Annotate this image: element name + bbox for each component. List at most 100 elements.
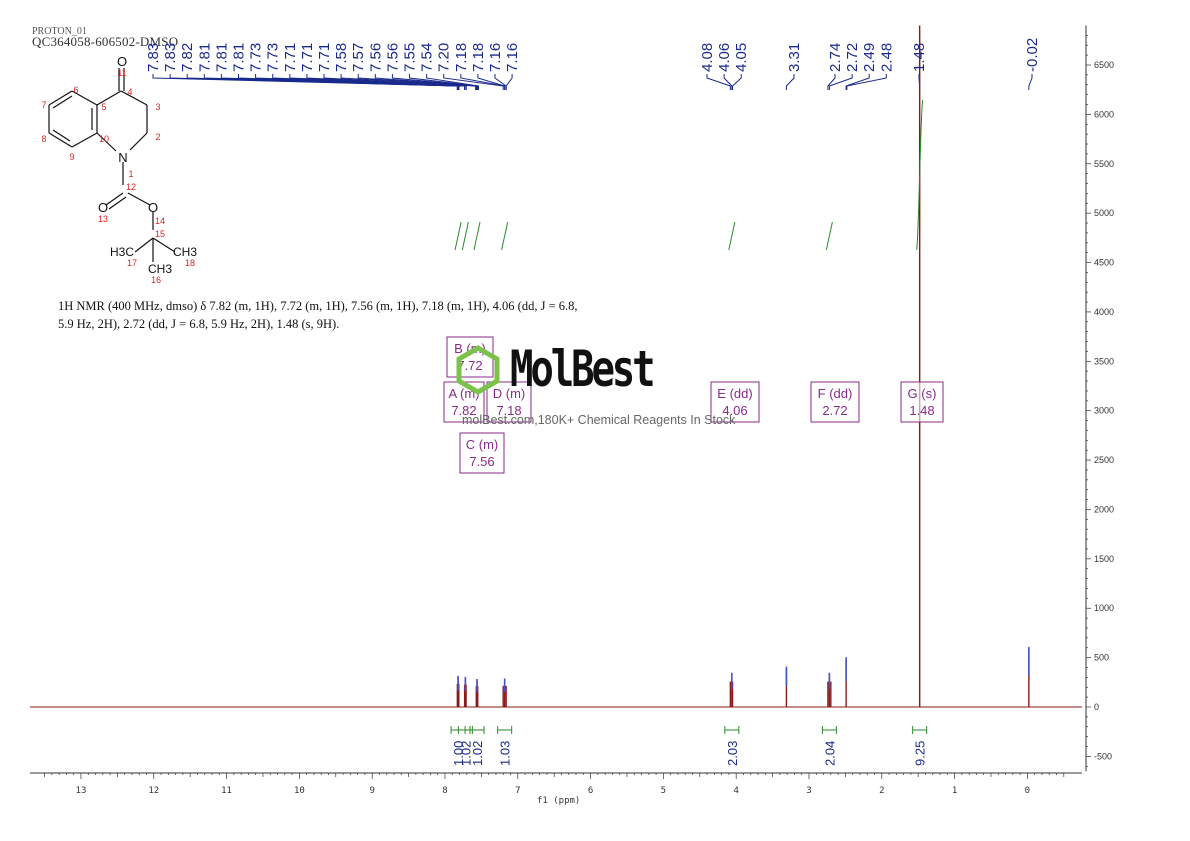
y-tick-label: 500 <box>1094 653 1109 663</box>
integral-value: 2.03 <box>725 741 740 766</box>
o-14-atom: O <box>148 200 158 215</box>
x-tick-label: 12 <box>148 786 159 796</box>
peak-shift-label: 7.57 <box>350 43 367 72</box>
integral-curve <box>728 221 736 251</box>
multiplet-shift: 7.72 <box>457 358 482 373</box>
multiplet-label: F (dd) <box>818 386 853 401</box>
y-tick-label: 2000 <box>1094 504 1114 514</box>
integral-value: 9.25 <box>913 741 928 766</box>
peak-shift-label: 7.81 <box>231 43 248 72</box>
integral-curve <box>825 221 833 251</box>
peak-shift-label: 2.74 <box>827 43 844 72</box>
atom-number-label: 6 <box>73 85 78 95</box>
y-tick-label: 1500 <box>1094 554 1114 564</box>
peak-shift-label: 7.18 <box>470 43 487 72</box>
x-axis-title: f1 (ppm) <box>537 796 581 806</box>
multiplet-shift: 7.18 <box>496 403 521 418</box>
x-tick-label: 4 <box>733 786 738 796</box>
peak-shift-label: 7.58 <box>333 43 350 72</box>
integral-value: 1.00 <box>451 741 466 766</box>
methyl-bottom-label: CH3 <box>148 262 172 276</box>
nmr-description-line-1: 1H NMR (400 MHz, dmso) δ 7.82 (m, 1H), 7… <box>58 299 578 313</box>
peak-shift-label: 7.83 <box>145 43 162 72</box>
y-tick-label: 5000 <box>1094 208 1114 218</box>
peak-shift-label: 7.83 <box>162 43 179 72</box>
experiment-label: PROTON_01 <box>32 26 87 37</box>
multiplet-label: E (dd) <box>717 386 752 401</box>
peak-label-leader <box>477 74 506 90</box>
peak-label-leader <box>340 74 477 90</box>
peak-shift-label: 7.18 <box>453 43 470 72</box>
atom-number-label: 11 <box>117 68 126 78</box>
peak-shift-label: 7.56 <box>384 43 401 72</box>
x-tick-label: 5 <box>661 786 666 796</box>
molecule-structure <box>48 68 176 262</box>
peak-label-leader <box>409 74 479 90</box>
x-tick-label: 0 <box>1025 786 1030 796</box>
multiplet-box <box>810 381 860 423</box>
x-tick-label: 2 <box>879 786 884 796</box>
nmr-description: 1H NMR (400 MHz, dmso) δ 7.82 (m, 1H), 7… <box>58 297 658 333</box>
nitrogen-atom: N <box>118 150 127 165</box>
integral-curve <box>461 221 469 251</box>
o-11-atom: O <box>117 54 127 69</box>
peak-label-leader <box>846 74 887 90</box>
peak-label-leader <box>785 74 795 90</box>
atom-number-label: 1 <box>128 169 133 179</box>
multiplet-shift: 7.82 <box>451 403 476 418</box>
peak-shift-label: 7.81 <box>196 43 213 72</box>
y-tick-label: 4500 <box>1094 258 1114 268</box>
peak-shift-label: 7.16 <box>504 43 521 72</box>
peak-label-leader <box>443 74 504 90</box>
peak-shift-label: 7.73 <box>248 43 265 72</box>
integral-value: 1.02 <box>470 741 485 766</box>
atom-number-label: 7 <box>41 100 46 110</box>
y-tick-label: 4000 <box>1094 307 1114 317</box>
peak-label-leader <box>357 74 477 90</box>
nmr-description-line-2: 5.9 Hz, 2H), 2.72 (dd, J = 6.8, 5.9 Hz, … <box>58 317 340 331</box>
x-tick-label: 11 <box>221 786 232 796</box>
atom-number-label: 12 <box>126 182 136 192</box>
methyl-left-label: H3C <box>110 245 134 259</box>
y-tick-label: 6500 <box>1094 60 1114 70</box>
x-tick-label: 8 <box>442 786 447 796</box>
atom-number-label: 15 <box>155 229 165 239</box>
integral-curve <box>454 221 462 251</box>
atom-number-label: 5 <box>101 102 106 112</box>
multiplet-label: D (m) <box>493 386 526 401</box>
integral-value: 2.04 <box>822 741 837 766</box>
integral-curve <box>501 221 509 251</box>
peak-label-leader <box>723 74 733 90</box>
atom-number-label: 14 <box>155 216 165 226</box>
multiplet-box <box>486 381 532 423</box>
peak-shift-label: 3.31 <box>786 43 803 72</box>
multiplet-box <box>443 381 485 423</box>
x-tick-label: 10 <box>294 786 305 796</box>
y-tick-label: -500 <box>1094 751 1112 761</box>
molbest-logo-text: MolBest <box>510 340 656 398</box>
peak-label-leader <box>1028 74 1033 90</box>
atom-number-label: 9 <box>69 152 74 162</box>
x-tick-label: 6 <box>588 786 593 796</box>
multiplet-label: G (s) <box>908 386 937 401</box>
atom-number-label: 8 <box>41 134 46 144</box>
y-tick-label: 3000 <box>1094 406 1114 416</box>
peak-shift-label: 2.72 <box>844 43 861 72</box>
atom-number-label: 3 <box>155 102 160 112</box>
peak-shift-label: 7.71 <box>299 43 316 72</box>
atom-number-label: 16 <box>151 275 161 285</box>
peak-shift-label: 7.82 <box>179 43 196 72</box>
peak-shift-label: 7.71 <box>316 43 333 72</box>
x-tick-label: 13 <box>76 786 87 796</box>
o-13-atom: O <box>98 200 108 215</box>
peak-shift-label: 7.55 <box>402 43 419 72</box>
peak-shift-label: 2.49 <box>861 43 878 72</box>
peak-shift-label: -0.02 <box>1024 38 1041 72</box>
multiplet-shift: 7.56 <box>469 454 494 469</box>
x-tick-label: 3 <box>806 786 811 796</box>
x-tick-label: 9 <box>369 786 374 796</box>
y-tick-label: 2500 <box>1094 455 1114 465</box>
molbest-tagline: molBest.com,180K+ Chemical Reagents In S… <box>462 413 736 427</box>
multiplet-label: C (m) <box>466 437 499 452</box>
